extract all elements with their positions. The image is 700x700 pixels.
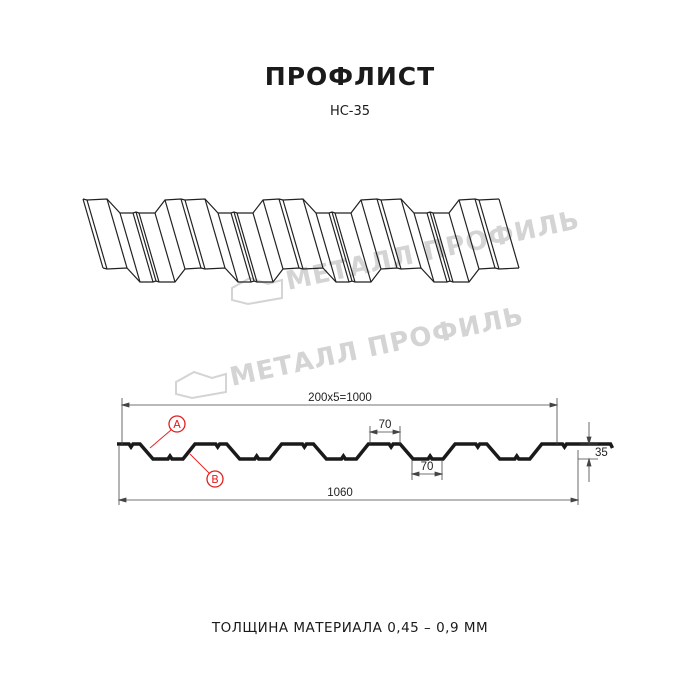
sheet-rib-line <box>106 198 128 269</box>
sheet-rib-line <box>119 212 141 283</box>
dimension-height <box>578 422 598 482</box>
sheet-rib-line <box>315 212 337 283</box>
sheet-rib-line <box>135 211 157 282</box>
sheet-rib-line <box>474 198 496 269</box>
cross-section <box>117 442 615 461</box>
svg-text:МЕТАЛЛ ПРОФИЛЬ: МЕТАЛЛ ПРОФИЛЬ <box>227 301 526 393</box>
sheet-rib-line <box>236 212 258 283</box>
sheet-top-edge <box>82 198 500 214</box>
label-pitch-total: 200x5=1000 <box>308 392 372 404</box>
model-subtitle: НС-35 <box>329 104 371 119</box>
sheet-rib-line <box>180 198 202 269</box>
marker-a: A <box>149 415 186 449</box>
sheet-rib-line <box>233 211 255 282</box>
sheet-rib-line <box>432 212 454 283</box>
sheet-rib-line <box>350 212 372 283</box>
sheet-rib-line <box>302 198 324 269</box>
sheet-rib-line <box>380 199 402 270</box>
sheet-rib-line <box>154 212 176 283</box>
sheet-rib-line <box>86 199 108 270</box>
sheet-rib-line <box>138 212 160 283</box>
sheet-rib-line <box>498 198 520 269</box>
label-height: 35 <box>595 447 608 459</box>
sheet-rib-line <box>278 198 300 269</box>
sheet-rib-line <box>282 199 304 270</box>
dimension-crest <box>368 426 402 444</box>
sheet-rib-line <box>230 212 252 283</box>
sheet-rib-line <box>328 212 350 283</box>
marker-b: B <box>189 453 224 488</box>
watermark-bottom: МЕТАЛЛ ПРОФИЛЬ <box>175 301 527 400</box>
dimension-trough <box>410 460 444 480</box>
sheet-rib-line <box>82 198 104 269</box>
label-trough-width: 70 <box>421 461 434 473</box>
sheet-rib-line <box>413 212 435 283</box>
svg-text:B: B <box>211 473 219 486</box>
sheet-rib-line <box>334 212 356 283</box>
sheet-rib-line <box>262 199 284 270</box>
sheet-rib-line <box>164 199 186 270</box>
sheet-rib-line <box>217 212 239 283</box>
sheet-rib-line <box>429 211 451 282</box>
svg-text:МЕТАЛЛ ПРОФИЛЬ: МЕТАЛЛ ПРОФИЛЬ <box>283 205 582 297</box>
sheet-rib-line <box>252 212 274 283</box>
material-thickness-note: ТОЛЩИНА МАТЕРИАЛА 0,45 – 0,9 ММ <box>211 620 489 636</box>
sheet-rib-line <box>478 199 500 270</box>
sheet-rib-line <box>400 198 422 269</box>
sheet-rib-line <box>132 212 154 283</box>
label-overall-width: 1060 <box>327 487 353 499</box>
sheet-rib-line <box>458 199 480 270</box>
dimension-pitch-total <box>120 398 559 446</box>
svg-text:A: A <box>173 418 181 431</box>
sheet-3d-view <box>82 198 520 283</box>
sheet-rib-line <box>360 199 382 270</box>
page-title: ПРОФЛИСТ <box>264 62 436 91</box>
label-crest-width: 70 <box>379 419 392 431</box>
sheet-rib-line <box>448 212 470 283</box>
sheet-rib-line <box>204 198 226 269</box>
sheet-rib-line <box>426 212 448 283</box>
sheet-rib-line <box>184 199 206 270</box>
sheet-rib-line <box>376 198 398 269</box>
sheet-rib-line <box>331 211 353 282</box>
